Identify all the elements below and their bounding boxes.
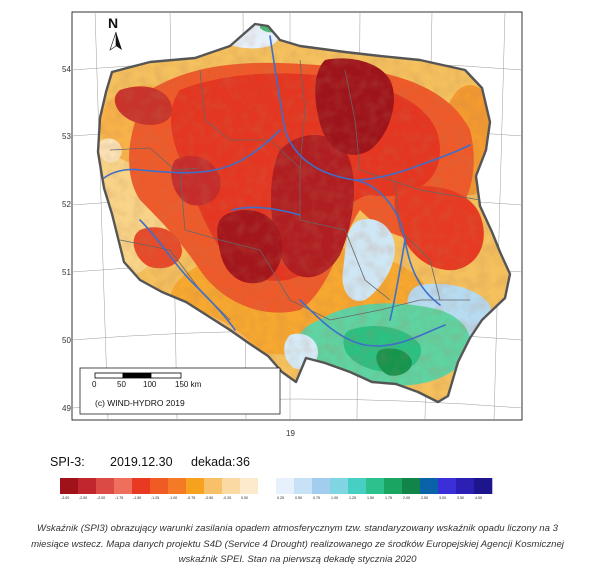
legend-swatch [438,478,457,494]
legend-tick-label: -2.00 [97,496,105,500]
svg-text:N: N [108,15,118,31]
caption-line-2: miesiące wstecz. Mapa danych projektu S4… [31,538,564,550]
lat-label-54: 54 [62,65,71,74]
legend-swatch [258,478,277,494]
legend-tick-label: 3.50 [457,496,464,500]
legend-tick-label: 1.25 [349,496,356,500]
legend-swatch [168,478,187,494]
spi-field [98,24,510,402]
dekad-value: 36 [236,455,250,469]
legend-tick-label: 0.50 [295,496,302,500]
legend-tick-label: 0.25 [277,496,284,500]
scale-tick-100: 100 [143,380,157,389]
legend-tick-label: 1.75 [385,496,392,500]
drought-map-figure: 54 53 52 51 50 49 19 [50,11,523,500]
scale-tick-0: 0 [92,380,97,389]
legend-swatch [78,478,97,494]
legend-tick-label: -0.50 [205,496,213,500]
legend-swatch [312,478,331,494]
figure-caption: Wskaźnik (SPI3) obrazujący warunki zasil… [12,521,583,568]
legend-swatch [222,478,241,494]
lat-label-49: 49 [62,404,71,413]
lat-label-50: 50 [62,336,71,345]
legend-tick-label: -3.00 [61,496,69,500]
legend-swatch [114,478,133,494]
legend-swatch [474,478,493,494]
spi-name-label: SPI-3: [50,455,85,469]
scale-tick-50: 50 [117,380,126,389]
legend-tick-label: -0.75 [187,496,195,500]
legend-tick-label: -1.50 [133,496,141,500]
legend-swatch [186,478,205,494]
spi-date: 2019.12.30 [110,455,173,469]
lon-label-19: 19 [286,429,295,438]
lat-label-51: 51 [62,268,71,277]
legend-swatch [330,478,349,494]
caption-line-1: Wskaźnik (SPI3) obrazujący warunki zasil… [37,523,558,534]
scale-tick-150: 150 km [175,380,202,389]
legend-tick-label: 2.50 [421,496,428,500]
legend-swatch [348,478,367,494]
lat-label-53: 53 [62,132,71,141]
caption-line-3: wskaźnik SPEI. Stan na pierwszą dekadę s… [178,554,417,565]
legend-swatch [132,478,151,494]
legend-tick-label: 4.00 [475,496,482,500]
poland-border [96,22,512,404]
legend-swatch [366,478,385,494]
north-arrow-icon: N [108,15,122,51]
legend-swatch [402,478,421,494]
legend-swatch [420,478,439,494]
legend-swatch [456,478,475,494]
legend-tick-label: -1.75 [115,496,123,500]
legend-tick-label: 1.50 [367,496,374,500]
latitude-labels: 54 53 52 51 50 49 [62,65,71,413]
dekad-label: dekada: [191,455,235,469]
legend-tick-label: -1.00 [169,496,177,500]
legend-swatch [96,478,115,494]
legend-tick-label: -2.50 [79,496,87,500]
spi-legend: -3.00 -2.50 -2.00 -1.75 -1.50 -1.25 -1.00 -0.75… [60,478,493,500]
legend-swatch [60,478,79,494]
scale-box: 0 50 100 150 km (c) WIND-HYDRO 2019 [79,367,281,415]
legend-swatch [204,478,223,494]
legend-tick-label: -0.25 [223,496,231,500]
rivers [103,35,471,347]
legend-tick-label: 3.00 [439,496,446,500]
legend-tick-label: 0.00 [241,496,248,500]
legend-tick-label: -1.25 [151,496,159,500]
legend-swatch [294,478,313,494]
spi-title: SPI-3: 2019.12.30 dekada: 36 [50,455,250,469]
legend-tick-label: 0.75 [313,496,320,500]
legend-swatch [240,478,259,494]
lat-label-52: 52 [62,200,71,209]
legend-swatch [276,478,295,494]
copyright-text: (c) WIND-HYDRO 2019 [95,398,185,408]
legend-tick-label: 2.00 [403,496,410,500]
legend-swatch [384,478,403,494]
legend-swatch [150,478,169,494]
legend-tick-label: 1.00 [331,496,338,500]
map-frame [71,11,523,421]
